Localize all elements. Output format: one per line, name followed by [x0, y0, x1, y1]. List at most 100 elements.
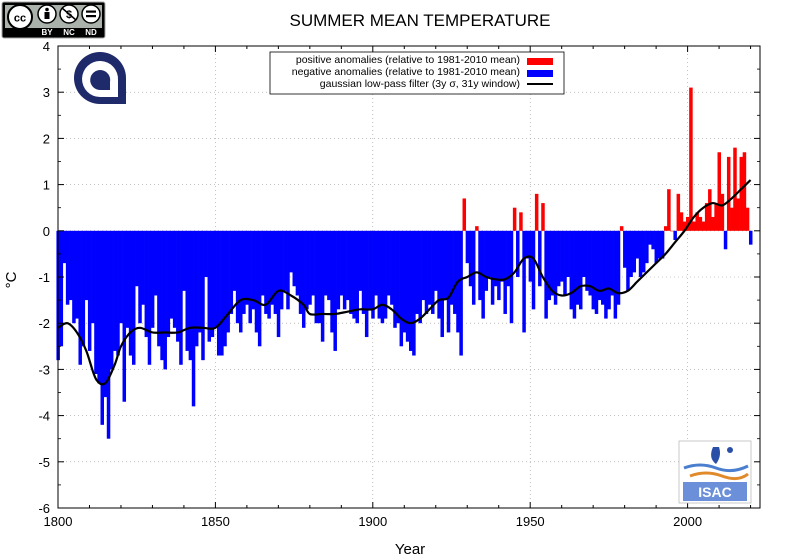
- anomaly-bar: [261, 230, 265, 296]
- anomaly-bar: [730, 207, 734, 231]
- anomaly-bar: [201, 230, 205, 361]
- anomaly-bar: [541, 203, 545, 231]
- anomaly-bar: [289, 230, 293, 273]
- anomaly-bar: [635, 230, 640, 259]
- anomaly-bar: [84, 230, 89, 301]
- x-tick-label: 2000: [673, 514, 702, 529]
- anomaly-bar: [424, 230, 429, 314]
- anomaly-bar: [333, 230, 337, 351]
- y-tick-label: -3: [38, 362, 50, 377]
- anomaly-bar: [660, 230, 665, 259]
- anomaly-bar: [654, 230, 659, 264]
- anomaly-bar: [443, 230, 448, 301]
- x-tick-label: 1800: [44, 514, 73, 529]
- anomaly-bar: [163, 230, 167, 370]
- isac-logo: ISAC: [678, 440, 752, 504]
- anomaly-bar: [78, 230, 82, 365]
- legend-label-filter: gaussian low-pass filter (3y σ, 31y wind…: [320, 78, 520, 90]
- anomaly-bar: [613, 230, 618, 319]
- anomaly-bar: [468, 230, 473, 287]
- anomaly-bar: [739, 156, 744, 231]
- legend-label-negative: negative anomalies (relative to 1981-201…: [292, 66, 520, 78]
- anomaly-bar: [122, 230, 127, 402]
- anomaly-bar: [478, 230, 482, 301]
- anomaly-bar: [682, 221, 687, 231]
- x-tick-label: 1900: [358, 514, 387, 529]
- anomaly-bar: [487, 230, 492, 277]
- anomaly-bar: [270, 230, 274, 305]
- anomaly-bar: [547, 230, 552, 301]
- anomaly-bar: [154, 230, 158, 296]
- anomaly-bar: [566, 230, 570, 277]
- anomaly-bar: [601, 230, 605, 305]
- anomaly-bar: [550, 230, 555, 296]
- anomaly-bar: [594, 230, 599, 314]
- anomaly-bar: [377, 230, 382, 319]
- chart-title: SUMMER MEAN TEMPERATURE: [289, 11, 550, 30]
- anomaly-bar: [556, 230, 561, 287]
- anomaly-bar: [276, 230, 281, 338]
- anomaly-bar: [380, 230, 385, 324]
- anomaly-bar: [355, 230, 359, 324]
- anomaly-bar: [257, 230, 262, 347]
- anomaly-bar: [475, 226, 479, 231]
- anomaly-bar: [352, 230, 356, 319]
- anomaly-bar: [166, 230, 171, 338]
- anomaly-bar: [216, 230, 221, 356]
- anomaly-bar: [648, 230, 652, 245]
- anomaly-bar: [522, 230, 526, 333]
- anomaly-bar: [364, 230, 369, 338]
- anomaly-bar: [692, 221, 696, 231]
- anomaly-bar: [525, 230, 529, 259]
- y-tick-labels: -6 -5 -4 -3 -2 -1 0 1 2 3 4: [38, 39, 50, 516]
- anomaly-bar: [81, 230, 86, 347]
- anomaly-bar: [604, 230, 608, 319]
- y-tick-label: 2: [43, 131, 50, 146]
- anomaly-bar: [607, 230, 611, 310]
- anomaly-bar: [453, 230, 457, 314]
- anomaly-bar: [497, 230, 501, 301]
- anomaly-bar: [494, 230, 498, 287]
- anomaly-bar: [251, 230, 256, 310]
- anomaly-bar: [641, 230, 646, 273]
- anomaly-bar: [179, 230, 183, 365]
- anomaly-bar: [695, 212, 699, 231]
- anomaly-bar: [349, 230, 353, 314]
- anomaly-bar: [119, 230, 123, 324]
- anomaly-bar: [446, 230, 451, 333]
- anomaly-bar: [449, 230, 454, 305]
- anomaly-bar: [113, 230, 117, 351]
- anomaly-bar: [723, 230, 728, 250]
- anomaly-bar: [651, 230, 655, 250]
- anomaly-bar: [324, 230, 328, 296]
- anomaly-bar: [125, 230, 130, 328]
- svg-text:$: $: [66, 9, 72, 21]
- anomaly-bar: [141, 230, 145, 305]
- cc-icon: cc: [7, 4, 33, 30]
- anomaly-bar: [207, 230, 212, 342]
- anomaly-bar: [109, 230, 114, 370]
- anomaly-bar: [409, 230, 413, 351]
- anomaly-bar: [245, 230, 249, 305]
- tick-marks: [58, 45, 760, 509]
- anomaly-bar: [512, 207, 517, 231]
- anomaly-bar: [462, 198, 467, 231]
- legend-label-positive: positive anomalies (relative to 1981-201…: [296, 54, 520, 66]
- anomaly-bar: [538, 230, 542, 287]
- anomaly-bar: [434, 230, 438, 291]
- anomaly-bar: [632, 230, 637, 273]
- anomaly-bar: [415, 230, 419, 314]
- anomaly-bar: [418, 230, 422, 324]
- x-tick-label: 1850: [201, 514, 230, 529]
- anomaly-bar: [569, 230, 574, 310]
- anomaly-bar: [582, 230, 586, 277]
- anomaly-bar: [560, 230, 564, 282]
- anomaly-bar: [235, 230, 240, 324]
- anomaly-bar: [138, 230, 142, 324]
- anomaly-bar: [283, 230, 287, 291]
- anomaly-bar: [484, 230, 489, 291]
- y-tick-label: -5: [38, 455, 50, 470]
- anomaly-bar: [100, 230, 104, 425]
- anomaly-bar: [305, 230, 309, 310]
- nd-icon: [81, 4, 101, 24]
